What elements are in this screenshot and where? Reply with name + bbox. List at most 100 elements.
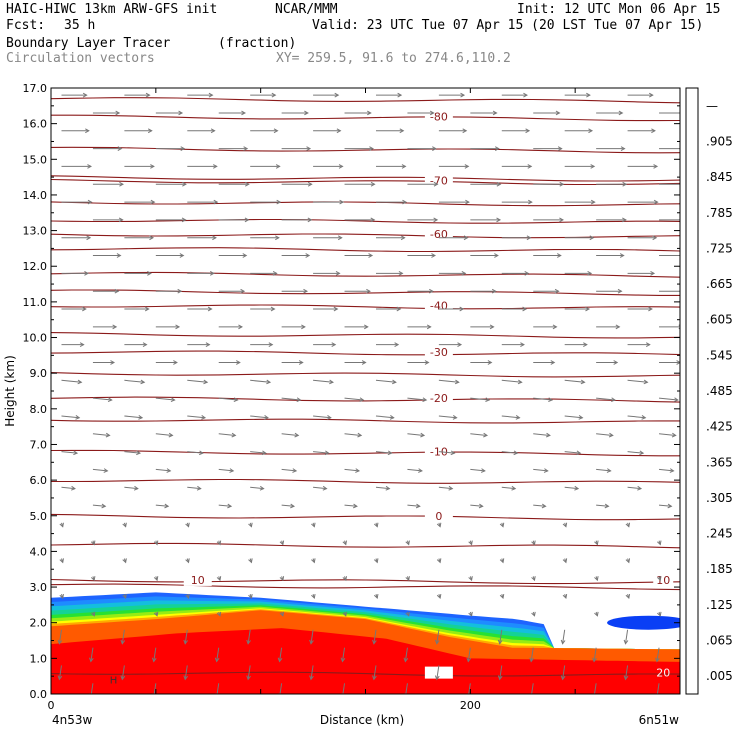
wind-vector-head: [681, 289, 685, 293]
wind-vector-head: [357, 432, 363, 438]
wind-vector-head: [246, 639, 251, 645]
contour-line: [51, 175, 680, 182]
wind-vector: [436, 665, 440, 680]
contour-line-labeled: [51, 350, 680, 356]
wind-vector-head: [523, 92, 528, 98]
wind-vector-head: [373, 522, 379, 528]
wind-vector: [470, 504, 483, 507]
colorbar-frame: [685, 87, 699, 695]
wind-vector-head: [292, 468, 298, 473]
wind-vector: [310, 629, 314, 644]
wind-vector: [250, 379, 271, 383]
wind-vector-head: [309, 639, 314, 645]
wind-vector-head: [296, 397, 302, 403]
wind-vector-head: [589, 235, 595, 241]
wind-vector: [187, 451, 203, 454]
wind-vector: [250, 415, 268, 419]
wind-vector-head: [651, 128, 656, 134]
colorbar-label: .305: [706, 491, 733, 505]
wind-vector-head: [216, 540, 222, 546]
colorbar-label: .485: [706, 384, 733, 398]
wind-vector-head: [153, 611, 159, 617]
wind-vector: [627, 415, 646, 419]
wind-vector-head: [275, 164, 281, 169]
wind-vector-head: [586, 92, 591, 98]
wind-vector-head: [271, 92, 277, 98]
wind-vector: [501, 415, 520, 419]
wind-vector-head: [203, 379, 209, 385]
wind-vector: [61, 451, 78, 454]
wind-vector-head: [418, 468, 423, 473]
contour-line: [51, 372, 680, 378]
wind-vector: [155, 433, 173, 436]
wind-vector-head: [248, 558, 253, 564]
wind-vector: [61, 486, 75, 490]
x-left-end-label: 4n53w: [52, 713, 93, 727]
wind-vector: [279, 683, 283, 694]
wind-vector-head: [528, 199, 533, 205]
wind-vector: [124, 415, 143, 419]
wind-vector: [216, 683, 220, 694]
wind-vector-head: [397, 92, 403, 98]
wind-vector-head: [531, 576, 536, 582]
colorbar-label: .845: [706, 170, 733, 184]
wind-vector-head: [541, 503, 547, 509]
wind-vector-head: [622, 181, 628, 187]
wind-vector-head: [619, 253, 625, 258]
wind-vector-head: [87, 199, 93, 205]
y-tick-label: 15.0: [23, 153, 48, 166]
wind-vector: [218, 433, 236, 436]
contour-label: 20: [656, 667, 670, 680]
wind-vector-head: [361, 360, 367, 365]
wind-vector-head: [120, 639, 126, 645]
wind-vector-head: [405, 540, 410, 546]
wind-vector: [61, 379, 82, 383]
wind-vector-head: [497, 675, 503, 681]
contour-line-labeled: [51, 233, 680, 239]
wind-vector-head: [448, 485, 454, 491]
wind-vector-head: [216, 576, 222, 582]
wind-vector-head: [59, 558, 64, 564]
y-tick-label: 6.0: [30, 474, 48, 487]
wind-vector-head: [594, 540, 599, 546]
wind-vector-head: [531, 611, 536, 617]
wind-vector: [124, 379, 145, 383]
wind-vector-head: [513, 450, 519, 456]
wind-vector: [533, 433, 550, 436]
wind-vector: [218, 504, 232, 507]
contour-line-labeled: [51, 114, 680, 122]
wind-vector-head: [499, 593, 505, 599]
wind-vector: [375, 451, 392, 454]
wind-vector: [281, 433, 299, 436]
wind-vector-head: [463, 235, 469, 241]
wind-vector-head: [168, 432, 174, 438]
wind-vector: [92, 433, 110, 436]
wind-vector-head: [57, 639, 63, 645]
wind-vector: [155, 397, 175, 401]
x-tick-label: 200: [460, 699, 481, 712]
wind-vector-head: [608, 432, 614, 438]
contour-label-bg: [424, 509, 453, 522]
wind-vector: [658, 397, 678, 401]
wind-vector-head: [465, 199, 470, 205]
wind-vector-head: [562, 593, 568, 599]
wind-vector-head: [73, 450, 79, 456]
wind-vector: [656, 647, 660, 662]
contour-line: [51, 332, 680, 339]
wind-vector-head: [244, 217, 250, 223]
contour-line-labeled: [51, 449, 680, 457]
wind-vector-head: [585, 306, 591, 312]
wind-vector: [407, 433, 425, 436]
y-tick-label: 1.0: [30, 652, 48, 665]
wind-vector-head: [298, 360, 304, 365]
wind-vector-head: [653, 199, 659, 205]
wind-vector-head: [150, 199, 156, 205]
wind-vector-head: [272, 271, 278, 276]
contour-line-labeled: [51, 304, 680, 310]
vectors-label: Circulation vectors: [6, 51, 155, 66]
wind-vector-head: [182, 181, 187, 187]
wind-vector-head: [90, 576, 96, 582]
xy-label: XY= 259.5, 91.6 to 274.6,110.2: [276, 51, 511, 66]
wind-vector-head: [103, 468, 109, 473]
wind-vector-head: [394, 342, 400, 348]
